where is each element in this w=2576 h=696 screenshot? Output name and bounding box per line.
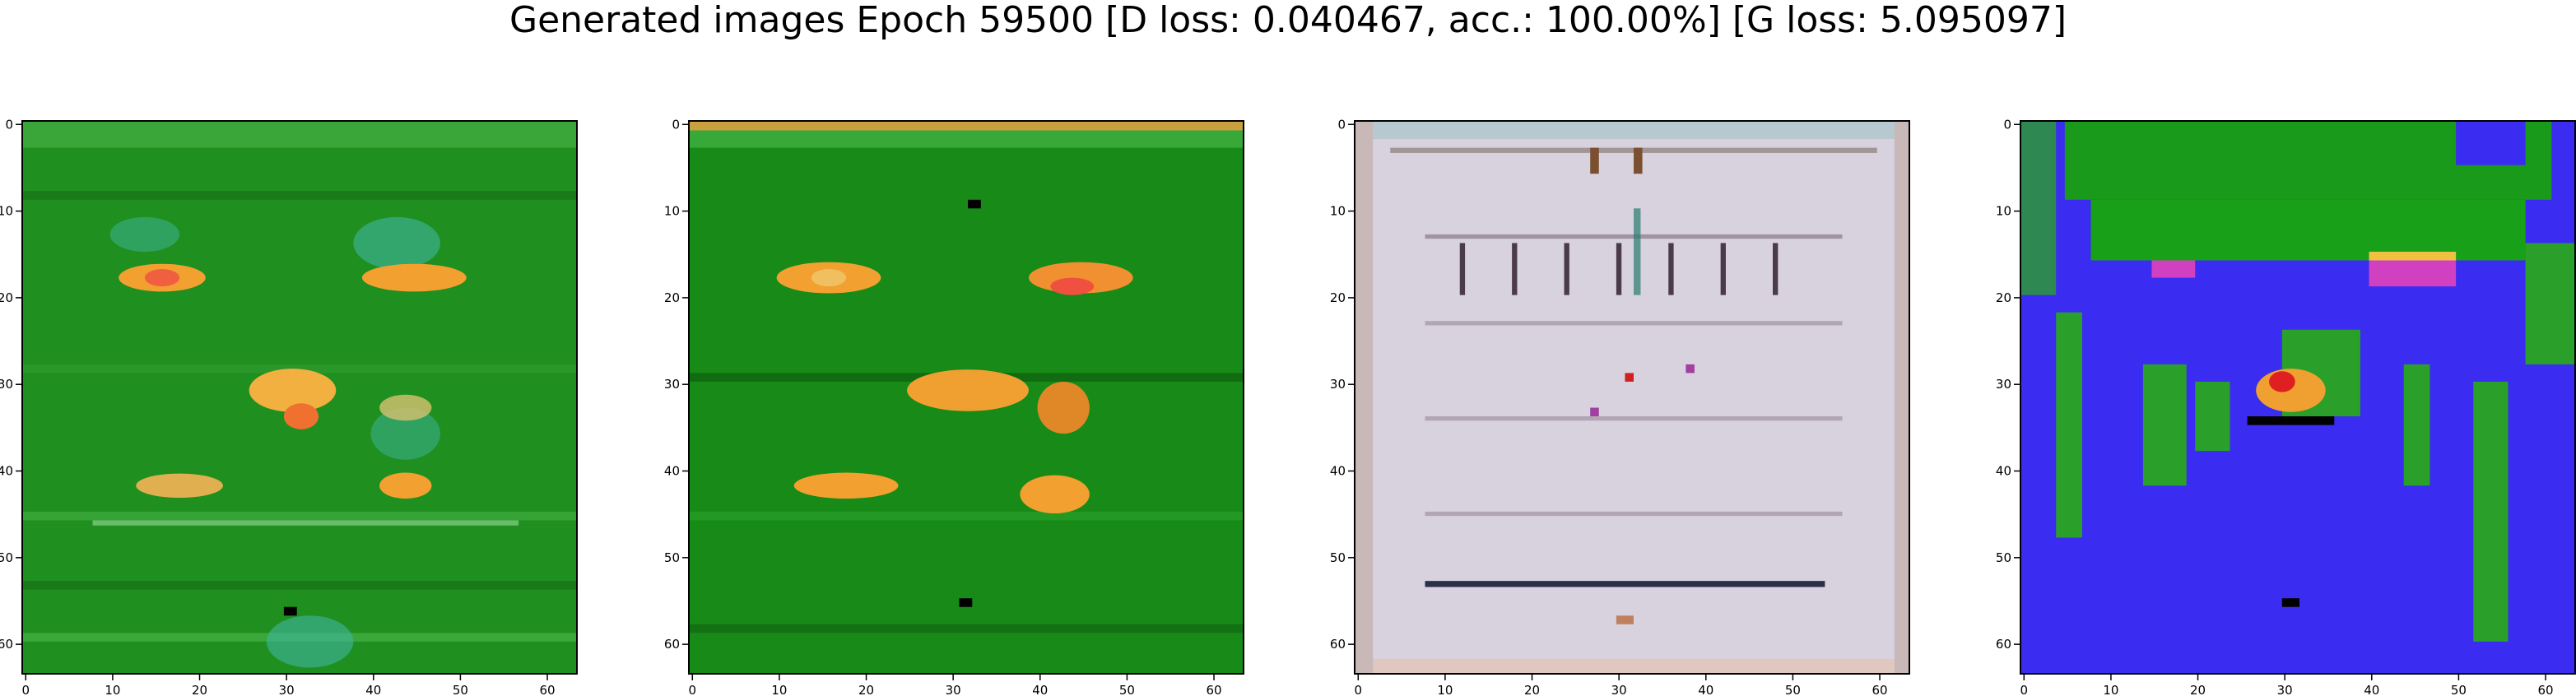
x-tick-label: 20: [192, 683, 207, 696]
x-tick-label: 0: [22, 683, 30, 696]
x-tick-label: 60: [2537, 683, 2553, 696]
subplot-3: 0 10 20 30 40 50 60 0 10 20 30 40 50 60: [1330, 117, 1910, 696]
y-tick-label: 10: [1996, 204, 2011, 219]
x-tick-label: 10: [105, 683, 120, 696]
x-tick-label: 30: [1611, 683, 1627, 696]
subplot-4: 0 10 20 30 40 50 60 0 10 20 30 40 50 60: [1996, 117, 2576, 696]
figure-title: Generated images Epoch 59500 [D loss: 0.…: [509, 0, 2067, 41]
axes-2: 0 10 20 30 40 50 60 0 10 20 30 40 50 60: [664, 117, 1222, 696]
y-tick-label: 30: [1996, 377, 2011, 392]
x-tick-label: 0: [689, 683, 697, 696]
axes-3: 0 10 20 30 40 50 60 0 10 20 30 40 50 60: [1330, 117, 1888, 696]
x-tick-label: 20: [2190, 683, 2206, 696]
x-tick-label: 20: [1524, 683, 1540, 696]
y-tick-label: 60: [1996, 637, 2011, 652]
x-tick-label: 60: [539, 683, 555, 696]
y-tick-label: 50: [1330, 550, 1346, 565]
y-tick-label: 40: [1996, 464, 2011, 479]
x-tick-label: 10: [2103, 683, 2118, 696]
y-tick-label: 60: [664, 637, 680, 652]
x-tick-label: 20: [858, 683, 874, 696]
y-tick-label: 50: [0, 550, 13, 565]
generated-image-3: [1354, 120, 1910, 675]
x-tick-label: 40: [1698, 683, 1713, 696]
y-tick-label: 40: [1330, 464, 1346, 479]
generated-image-1: [21, 120, 578, 675]
y-tick-label: 0: [1337, 117, 1346, 132]
x-tick-label: 60: [1206, 683, 1221, 696]
y-tick-label: 30: [1330, 377, 1346, 392]
y-tick-label: 0: [5, 117, 13, 132]
y-tick-label: 50: [1996, 550, 2011, 565]
x-tick-label: 50: [2451, 683, 2467, 696]
y-tick-label: 20: [1330, 290, 1346, 305]
generated-image-4: [2020, 120, 2576, 675]
y-tick-label: 10: [0, 204, 13, 219]
x-tick-label: 0: [1355, 683, 1363, 696]
subplot-1: 0 10 20 30 40 50 60 0 10 20 30 40 50 60: [0, 117, 578, 696]
x-tick-label: 50: [1785, 683, 1801, 696]
y-tick-label: 40: [664, 464, 680, 479]
y-tick-label: 50: [664, 550, 680, 565]
y-tick-label: 30: [664, 377, 680, 392]
y-tick-label: 10: [1330, 204, 1346, 219]
x-tick-label: 50: [453, 683, 468, 696]
x-tick-label: 10: [1437, 683, 1453, 696]
y-tick-label: 10: [664, 204, 680, 219]
x-tick-label: 40: [365, 683, 381, 696]
x-tick-label: 0: [2020, 683, 2029, 696]
x-tick-label: 10: [771, 683, 787, 696]
x-tick-label: 30: [279, 683, 295, 696]
y-tick-label: 60: [0, 637, 13, 652]
y-tick-label: 20: [1996, 290, 2011, 305]
x-tick-label: 50: [1119, 683, 1135, 696]
generated-image-2: [688, 120, 1244, 675]
axes-1: 0 10 20 30 40 50 60 0 10 20 30 40 50 60: [0, 117, 556, 696]
y-tick-label: 20: [664, 290, 680, 305]
x-tick-label: 30: [946, 683, 961, 696]
x-tick-label: 40: [1032, 683, 1048, 696]
y-tick-label: 0: [2003, 117, 2011, 132]
x-tick-label: 60: [1872, 683, 1887, 696]
y-tick-label: 30: [0, 377, 13, 392]
y-tick-label: 20: [0, 290, 13, 305]
x-tick-label: 30: [2277, 683, 2293, 696]
subplot-2: 0 10 20 30 40 50 60 0 10 20 30 40 50 60: [664, 117, 1244, 696]
axes-4: 0 10 20 30 40 50 60 0 10 20 30 40 50 60: [1996, 117, 2554, 696]
y-tick-label: 0: [672, 117, 680, 132]
y-tick-label: 60: [1330, 637, 1346, 652]
x-tick-label: 40: [2364, 683, 2379, 696]
y-tick-label: 40: [0, 464, 13, 479]
